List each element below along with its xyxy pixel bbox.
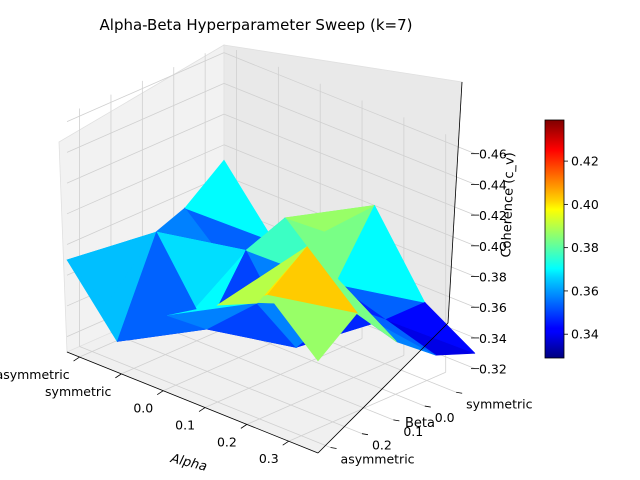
surface-facet [285, 205, 375, 232]
x-tick-mark [198, 407, 206, 412]
x-tick-label: symmetric [45, 384, 111, 399]
surface-facet [267, 246, 359, 314]
surface-facet [334, 204, 426, 303]
gridline-x-floor [246, 355, 405, 425]
x-tick-mark [73, 356, 80, 362]
gridline-z-back [223, 113, 476, 216]
y-axis-label: Beta [405, 416, 435, 431]
x-tick-mark [240, 424, 248, 429]
surface-facet [66, 231, 158, 305]
x-tick-label: 0.1 [175, 418, 195, 433]
colorbar-tick-label: 0.40 [571, 197, 599, 212]
gridline-z-back [223, 83, 476, 185]
gridline-z-left [66, 83, 225, 153]
x-tick-label: 0.0 [133, 401, 153, 416]
surface-facet [384, 302, 476, 354]
x-tick-mark [115, 373, 122, 379]
z-axis-line [447, 81, 463, 324]
y-tick-label: asymmetric [341, 451, 415, 466]
z-tick-label: 0.32 [479, 362, 507, 377]
z-tick-label: 0.42 [479, 208, 507, 223]
surface-facet [184, 159, 275, 243]
gridline-z-left [66, 175, 225, 245]
y-axis-line [317, 322, 449, 454]
y-tick-mark [424, 405, 431, 408]
y-tick-mark [456, 391, 463, 394]
z-tick-label: 0.34 [479, 331, 507, 346]
x-tick-mark [282, 440, 289, 446]
z-tick-label: 0.38 [479, 270, 507, 285]
gridline-x-floor [288, 371, 446, 442]
gridline-y-floor [79, 346, 331, 448]
gridline-y-floor [110, 332, 363, 435]
colorbar [544, 119, 565, 359]
chart-title: Alpha-Beta Hyperparameter Sweep (k=7) [100, 16, 413, 34]
surface-facet [167, 302, 258, 330]
z-ticks: 0.32 0.34 0.36 0.38 0.40 0.42 0.44 0.46 [471, 147, 507, 377]
surface [66, 159, 476, 362]
gridline-z-back [223, 144, 476, 247]
x-axis-line [66, 351, 319, 454]
x-ticks: asymmetric symmetric 0.0 0.1 0.2 0.3 [0, 356, 289, 466]
x-tick-mark [156, 390, 164, 396]
z-tick-label: 0.46 [479, 147, 507, 162]
axis-lines [66, 81, 463, 454]
colorbar-ticks: 0.34 0.36 0.38 0.40 0.42 [564, 154, 599, 342]
colorbar-tick-label: 0.38 [571, 240, 599, 255]
z-tick-label: 0.44 [479, 177, 507, 192]
z-axis-label: Coherence (c_v) [499, 152, 518, 258]
y-tick-label: 0.0 [435, 410, 455, 425]
y-tick-mark [361, 433, 369, 436]
surface-facet [216, 246, 308, 306]
gridline-z-left [66, 52, 225, 123]
colorbar-tick-label: 0.34 [571, 327, 599, 342]
y-tick-label: symmetric [466, 396, 532, 411]
gridline-x-floor [204, 338, 363, 408]
z-tick-label: 0.36 [479, 300, 507, 315]
gridline-z-back [223, 52, 476, 155]
x-tick-label: asymmetric [0, 367, 70, 382]
x-axis-label: Alpha [168, 451, 208, 475]
y-tick-mark [393, 419, 400, 422]
y-tick-label: 0.2 [372, 438, 392, 453]
y-tick-mark [330, 447, 337, 449]
colorbar-tick-label: 0.42 [571, 154, 599, 169]
y-tick-label: 0.1 [403, 424, 423, 439]
gridline-z-left [66, 113, 225, 184]
z-tick-label: 0.40 [479, 239, 507, 254]
gridline-y-floor [142, 318, 394, 421]
x-tick-label: 0.3 [259, 451, 279, 466]
gridline-z-left [66, 144, 225, 215]
colorbar-tick-label: 0.36 [571, 283, 599, 298]
x-tick-label: 0.2 [217, 434, 237, 449]
